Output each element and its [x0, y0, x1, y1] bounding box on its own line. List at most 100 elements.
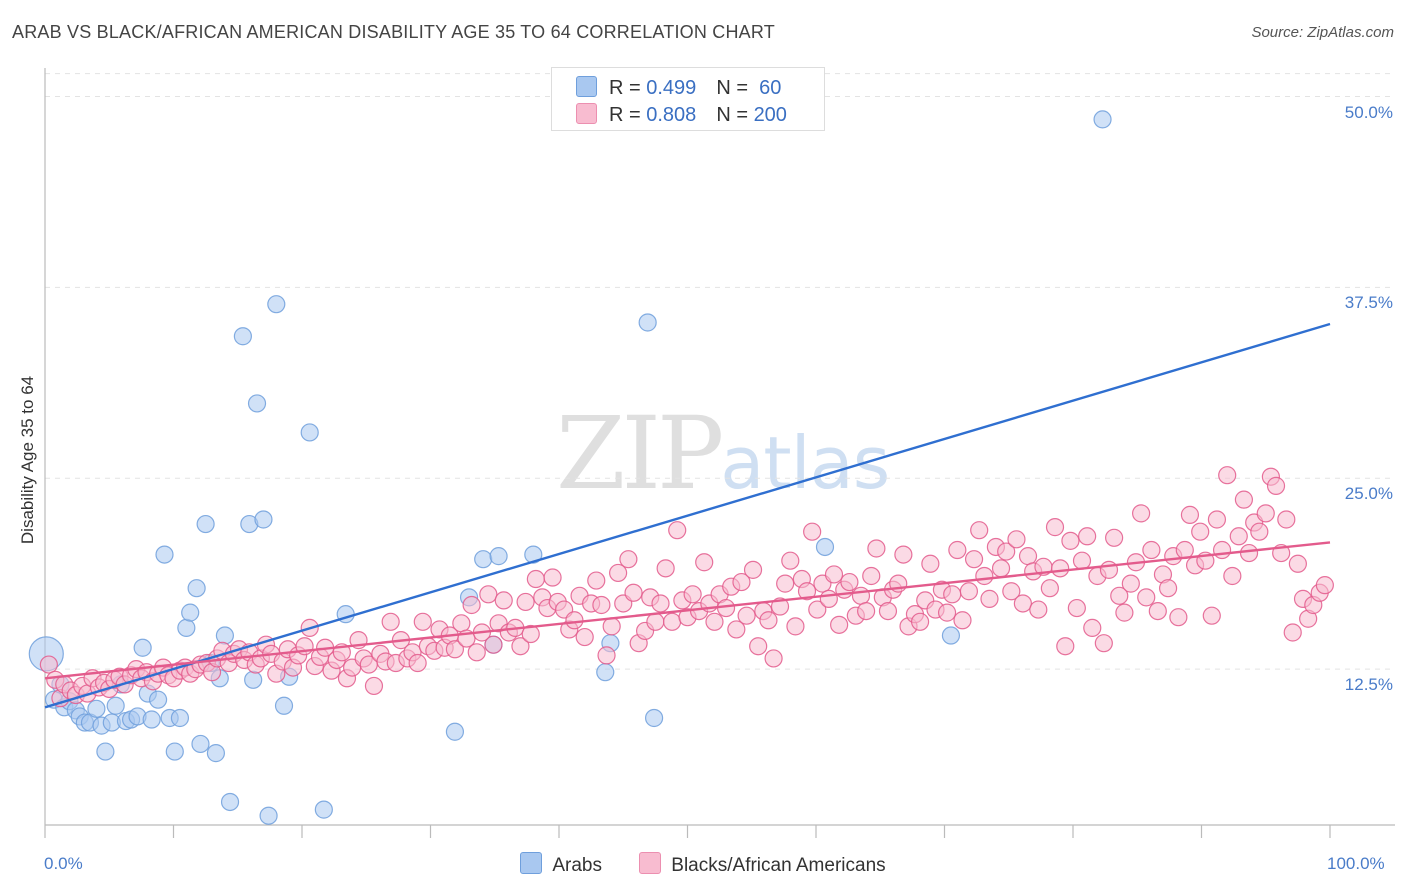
arab-point — [815, 537, 835, 557]
black-point — [1029, 600, 1048, 619]
black-point — [1315, 576, 1334, 595]
arab-point — [254, 510, 273, 529]
black-point — [964, 550, 984, 569]
legend-swatch-arabs — [520, 852, 543, 874]
black-point — [662, 612, 682, 631]
black-point — [575, 627, 594, 647]
black-point — [1061, 531, 1080, 550]
black-point — [516, 592, 535, 612]
black-point — [1132, 504, 1151, 523]
y-axis-title: Disability Age 35 to 64 — [18, 375, 37, 545]
x-tick-label-max: 100.0% — [1327, 854, 1385, 873]
black-point — [776, 574, 795, 593]
black-point — [1229, 527, 1248, 546]
arab-point — [244, 670, 263, 689]
black-point — [646, 612, 665, 631]
black-point — [1288, 554, 1307, 573]
arab-point — [87, 699, 106, 718]
black-point — [1207, 510, 1227, 529]
watermark-zip: ZIP — [556, 395, 724, 512]
black-point — [737, 606, 756, 625]
arab-point — [267, 295, 286, 314]
black-point — [452, 614, 471, 633]
black-point — [786, 617, 805, 636]
black-point — [862, 566, 881, 586]
black-point — [1158, 579, 1178, 598]
black-point — [759, 611, 778, 630]
black-point — [1007, 530, 1026, 549]
black-point — [1277, 510, 1296, 529]
black-point — [1115, 603, 1134, 622]
black-point — [851, 586, 871, 605]
black-point — [1045, 518, 1065, 537]
black-point — [705, 612, 724, 631]
black-point — [878, 601, 898, 621]
black-point — [1169, 608, 1188, 627]
arab-point — [142, 710, 161, 729]
legend-swatch-blacks — [639, 852, 662, 874]
black-point — [970, 521, 989, 540]
arab-point — [170, 708, 190, 728]
black-point — [1283, 623, 1302, 642]
black-point — [921, 554, 940, 573]
black-point — [894, 545, 913, 564]
legend-n-value-blacks: 200 — [753, 104, 787, 126]
black-point — [39, 655, 58, 674]
black-point — [749, 637, 768, 656]
black-point — [764, 649, 783, 668]
black-point — [959, 582, 979, 601]
black-point — [479, 585, 498, 604]
black-point — [619, 550, 638, 569]
correlation-legend: R = 0.499 N = 60 R = 0.808 N = 200 — [551, 67, 825, 131]
black-point — [1121, 574, 1140, 593]
black-point — [1148, 601, 1167, 621]
y-tick-label: 25.0% — [1344, 484, 1393, 504]
arab-point — [187, 579, 206, 598]
black-point — [413, 612, 432, 631]
legend-label-blacks: Blacks/African Americans — [671, 855, 886, 876]
source-label: Source: ZipAtlas.com — [1251, 24, 1394, 41]
black-point — [526, 569, 545, 589]
arab-point — [215, 626, 234, 645]
arab-point — [155, 545, 174, 564]
black-point — [1202, 606, 1221, 625]
arab-point — [941, 626, 961, 645]
black-point — [592, 595, 611, 615]
arab-point — [196, 514, 215, 534]
black-point — [494, 591, 513, 610]
black-point — [602, 617, 621, 636]
arab-point — [165, 742, 184, 761]
legend-row-blacks: R = 0.808 N = 200 — [576, 103, 787, 126]
black-point — [803, 522, 822, 541]
black-point — [975, 566, 994, 586]
black-point — [1137, 588, 1156, 607]
arab-point — [1093, 110, 1112, 129]
black-point — [521, 624, 540, 644]
black-point — [743, 560, 763, 579]
y-tick-label: 50.0% — [1344, 102, 1393, 122]
black-point — [467, 643, 486, 662]
black-point — [1056, 637, 1075, 656]
arab-point — [106, 696, 125, 715]
arab-point — [220, 792, 240, 812]
black-point — [1234, 490, 1254, 509]
legend-r-label: R = — [609, 77, 647, 99]
black-trend-line — [44, 541, 1331, 680]
legend-item-arabs[interactable]: Arabs — [520, 852, 602, 877]
black-point — [565, 611, 584, 630]
black-point — [1013, 594, 1032, 613]
black-point — [1212, 540, 1232, 560]
black-point — [840, 572, 859, 592]
black-point — [797, 582, 817, 601]
black-point — [1223, 566, 1242, 586]
legend-item-blacks[interactable]: Blacks/African Americans — [639, 852, 886, 877]
arab-point — [300, 423, 319, 442]
arab-point — [133, 638, 152, 657]
black-point — [462, 595, 481, 615]
legend-swatch-arabs — [576, 76, 597, 97]
black-point — [1250, 522, 1269, 541]
black-point — [732, 572, 751, 592]
black-point — [1018, 547, 1038, 566]
arab-trend-line — [44, 322, 1331, 709]
black-point — [991, 559, 1011, 578]
